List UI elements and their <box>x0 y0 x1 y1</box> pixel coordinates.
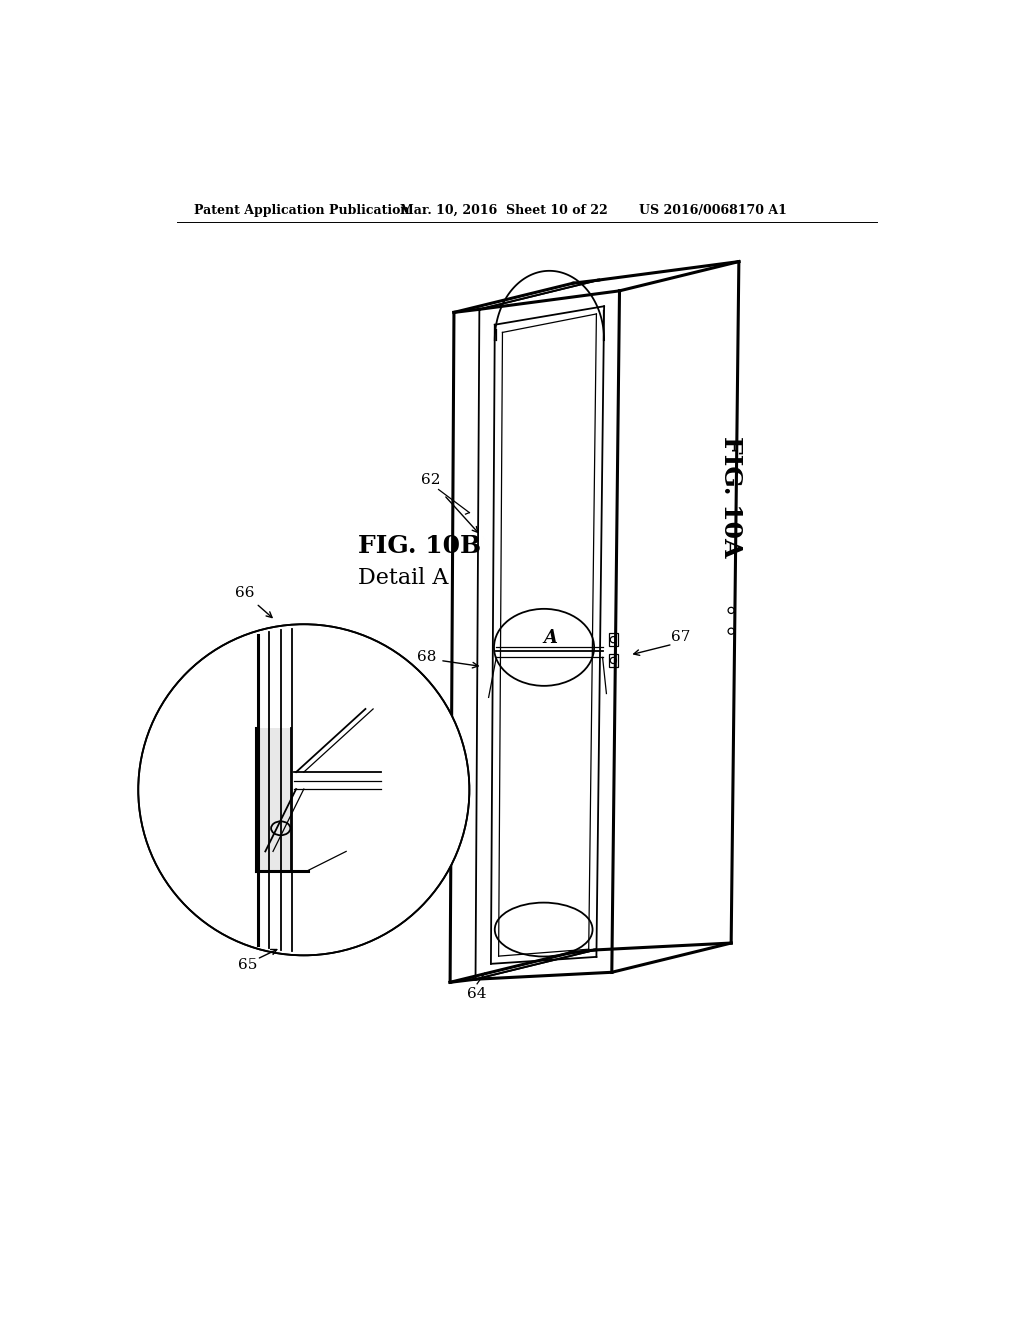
Text: 67: 67 <box>672 631 691 644</box>
Text: FIG. 10B: FIG. 10B <box>357 533 481 558</box>
Text: 68: 68 <box>418 651 436 664</box>
Circle shape <box>138 624 469 956</box>
Polygon shape <box>256 729 291 871</box>
Text: Detail A: Detail A <box>357 568 449 589</box>
Text: Patent Application Publication: Patent Application Publication <box>195 205 410 218</box>
Text: 66: 66 <box>234 586 254 601</box>
Text: 65: 65 <box>238 957 257 972</box>
Text: 62: 62 <box>421 474 440 487</box>
Text: Mar. 10, 2016  Sheet 10 of 22: Mar. 10, 2016 Sheet 10 of 22 <box>400 205 608 218</box>
Bar <box>608 655 617 667</box>
Text: FIG. 10A: FIG. 10A <box>719 437 743 558</box>
Text: US 2016/0068170 A1: US 2016/0068170 A1 <box>639 205 786 218</box>
Bar <box>608 634 617 645</box>
Text: 64: 64 <box>467 987 486 1001</box>
Text: A: A <box>543 630 557 647</box>
